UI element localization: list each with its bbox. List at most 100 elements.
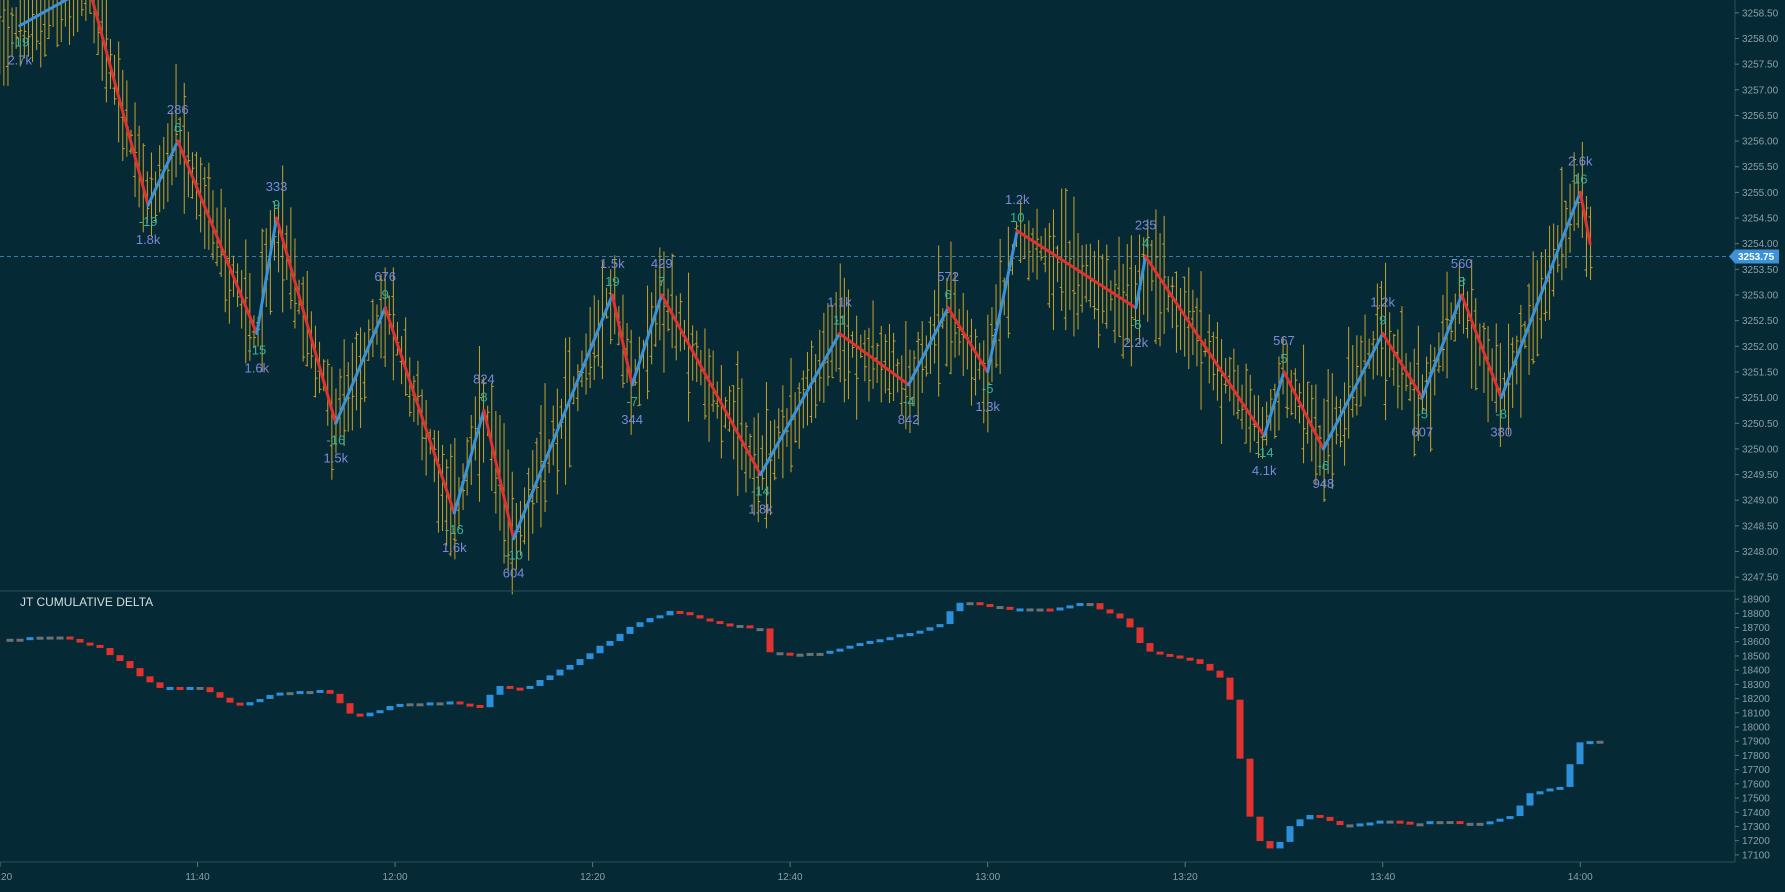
delta-candle [896,634,904,638]
zigzag-segment[interactable] [1578,190,1592,246]
zigzag-low-delta-label: -8 [1495,407,1507,422]
zigzag-segment[interactable] [1134,255,1148,310]
price-y-tick-label: 3248.00 [1742,547,1779,558]
x-tick-label: 13:40 [1370,872,1395,883]
zigzag-segment[interactable] [383,306,456,515]
zigzag-high-delta-label: 4 [1142,236,1149,251]
delta-candle [1296,819,1304,827]
zigzag-low-delta-label: -14 [751,484,770,499]
zigzag-segment[interactable] [660,293,762,477]
delta-y-tick-label: 18400 [1742,666,1770,677]
delta-candle [1576,742,1584,765]
x-tick-label: 11:40 [185,872,210,883]
zigzag-segment[interactable] [89,0,150,207]
zigzag-segment[interactable] [1321,331,1385,451]
zigzag-low-volume-label: 1.6k [245,360,270,375]
zigzag-high-delta-label: 9 [1379,312,1386,327]
last-price-label: 3253.75 [1738,252,1775,263]
zigzag-segment[interactable] [1499,190,1582,400]
delta-candle [186,686,194,690]
delta-candle [516,687,524,691]
zigzag-segment[interactable] [630,293,664,387]
delta-candle [86,642,94,646]
zigzag-high-delta-label: 8 [1458,274,1465,289]
zigzag-segment[interactable] [907,306,950,387]
zigzag-high-volume-label: 560 [1451,256,1473,271]
delta-candle [746,625,754,629]
delta-y-tick-label: 18500 [1742,651,1770,662]
delta-candle [686,612,694,616]
zigzag-segment[interactable] [1262,370,1286,438]
cumulative-delta-pane[interactable]: JT CUMULATIVE DELTA [6,595,1604,849]
price-y-tick-label: 3255.50 [1742,162,1779,173]
zigzag-segment[interactable] [946,306,990,374]
zigzag-segment[interactable] [512,293,614,541]
zigzag-low-volume-label: 344 [621,412,643,427]
delta-y-tick-label: 17300 [1742,822,1770,833]
delta-candle [1496,818,1504,822]
zigzag-low-volume-label: 4.1k [1252,463,1277,478]
zigzag-segment[interactable] [452,408,486,515]
delta-candle [1146,643,1154,652]
zigzag-segment[interactable] [1144,255,1266,438]
zigzag-low-delta-label: -7 [626,394,638,409]
delta-candle [596,645,604,654]
delta-candle [1186,657,1194,661]
delta-candle [846,645,854,649]
delta-candle [616,633,624,641]
zigzag-segment[interactable] [838,331,911,387]
zigzag-segment[interactable] [18,0,89,28]
zigzag-segment[interactable] [146,139,180,207]
zigzag-segment[interactable] [255,216,279,335]
delta-candle [1136,627,1144,644]
delta-candle [776,652,784,656]
delta-candle [1426,821,1434,825]
price-y-tick-label: 3252.50 [1742,316,1779,327]
zigzag-segment[interactable] [986,229,1019,374]
delta-candle [1416,823,1424,827]
zigzag-line[interactable] [18,0,1592,541]
delta-candle [586,653,594,660]
price-y-tick-label: 3254.50 [1742,214,1779,225]
delta-candle [106,647,114,656]
zigzag-low-delta-label: -19 [10,35,29,50]
zigzag-segment[interactable] [758,331,842,477]
zigzag-segment[interactable] [1282,370,1325,451]
price-y-tick-label: 3250.50 [1742,419,1779,430]
delta-candle [236,702,244,706]
price-pane[interactable]: -19 2.7k -19 1.8k 286 6 -15 1.6k 333 9 -16 1.5k 676 9… [0,0,1735,595]
price-y-tick-label: 3258.00 [1742,34,1779,45]
zigzag-segment[interactable] [482,408,516,541]
delta-candle [1206,663,1214,671]
zigzag-high-volume-label: 572 [937,269,959,284]
price-y-tick-label: 3254.00 [1742,239,1779,250]
delta-candle [176,686,184,690]
zigzag-segment[interactable] [610,293,634,387]
delta-y-tick-label: 17200 [1742,836,1770,847]
zigzag-segment[interactable] [334,306,387,425]
delta-candle [1096,603,1104,610]
zigzag-low-volume-label: 1.3k [975,399,1000,414]
x-tick-label: 13:00 [975,872,1000,883]
delta-candle [1036,608,1044,612]
delta-candle [986,604,994,608]
zigzag-low-delta-label: -5 [1416,407,1428,422]
delta-candle [786,652,794,656]
delta-candle [256,698,264,703]
delta-candle [1506,816,1514,820]
delta-candle [1066,605,1074,609]
zigzag-segment[interactable] [1381,331,1424,400]
zigzag-segment[interactable] [1015,229,1138,310]
zigzag-segment[interactable] [1460,293,1503,400]
delta-candle [956,602,964,612]
zigzag-segment[interactable] [176,139,259,335]
zigzag-segment[interactable] [1420,293,1464,400]
price-y-tick-label: 3253.50 [1742,265,1779,276]
zigzag-high-volume-label: 286 [167,102,189,117]
delta-candle [1596,740,1604,744]
delta-y-tick-label: 17400 [1742,808,1770,819]
delta-candle [866,640,874,644]
zigzag-segment[interactable] [275,216,338,425]
